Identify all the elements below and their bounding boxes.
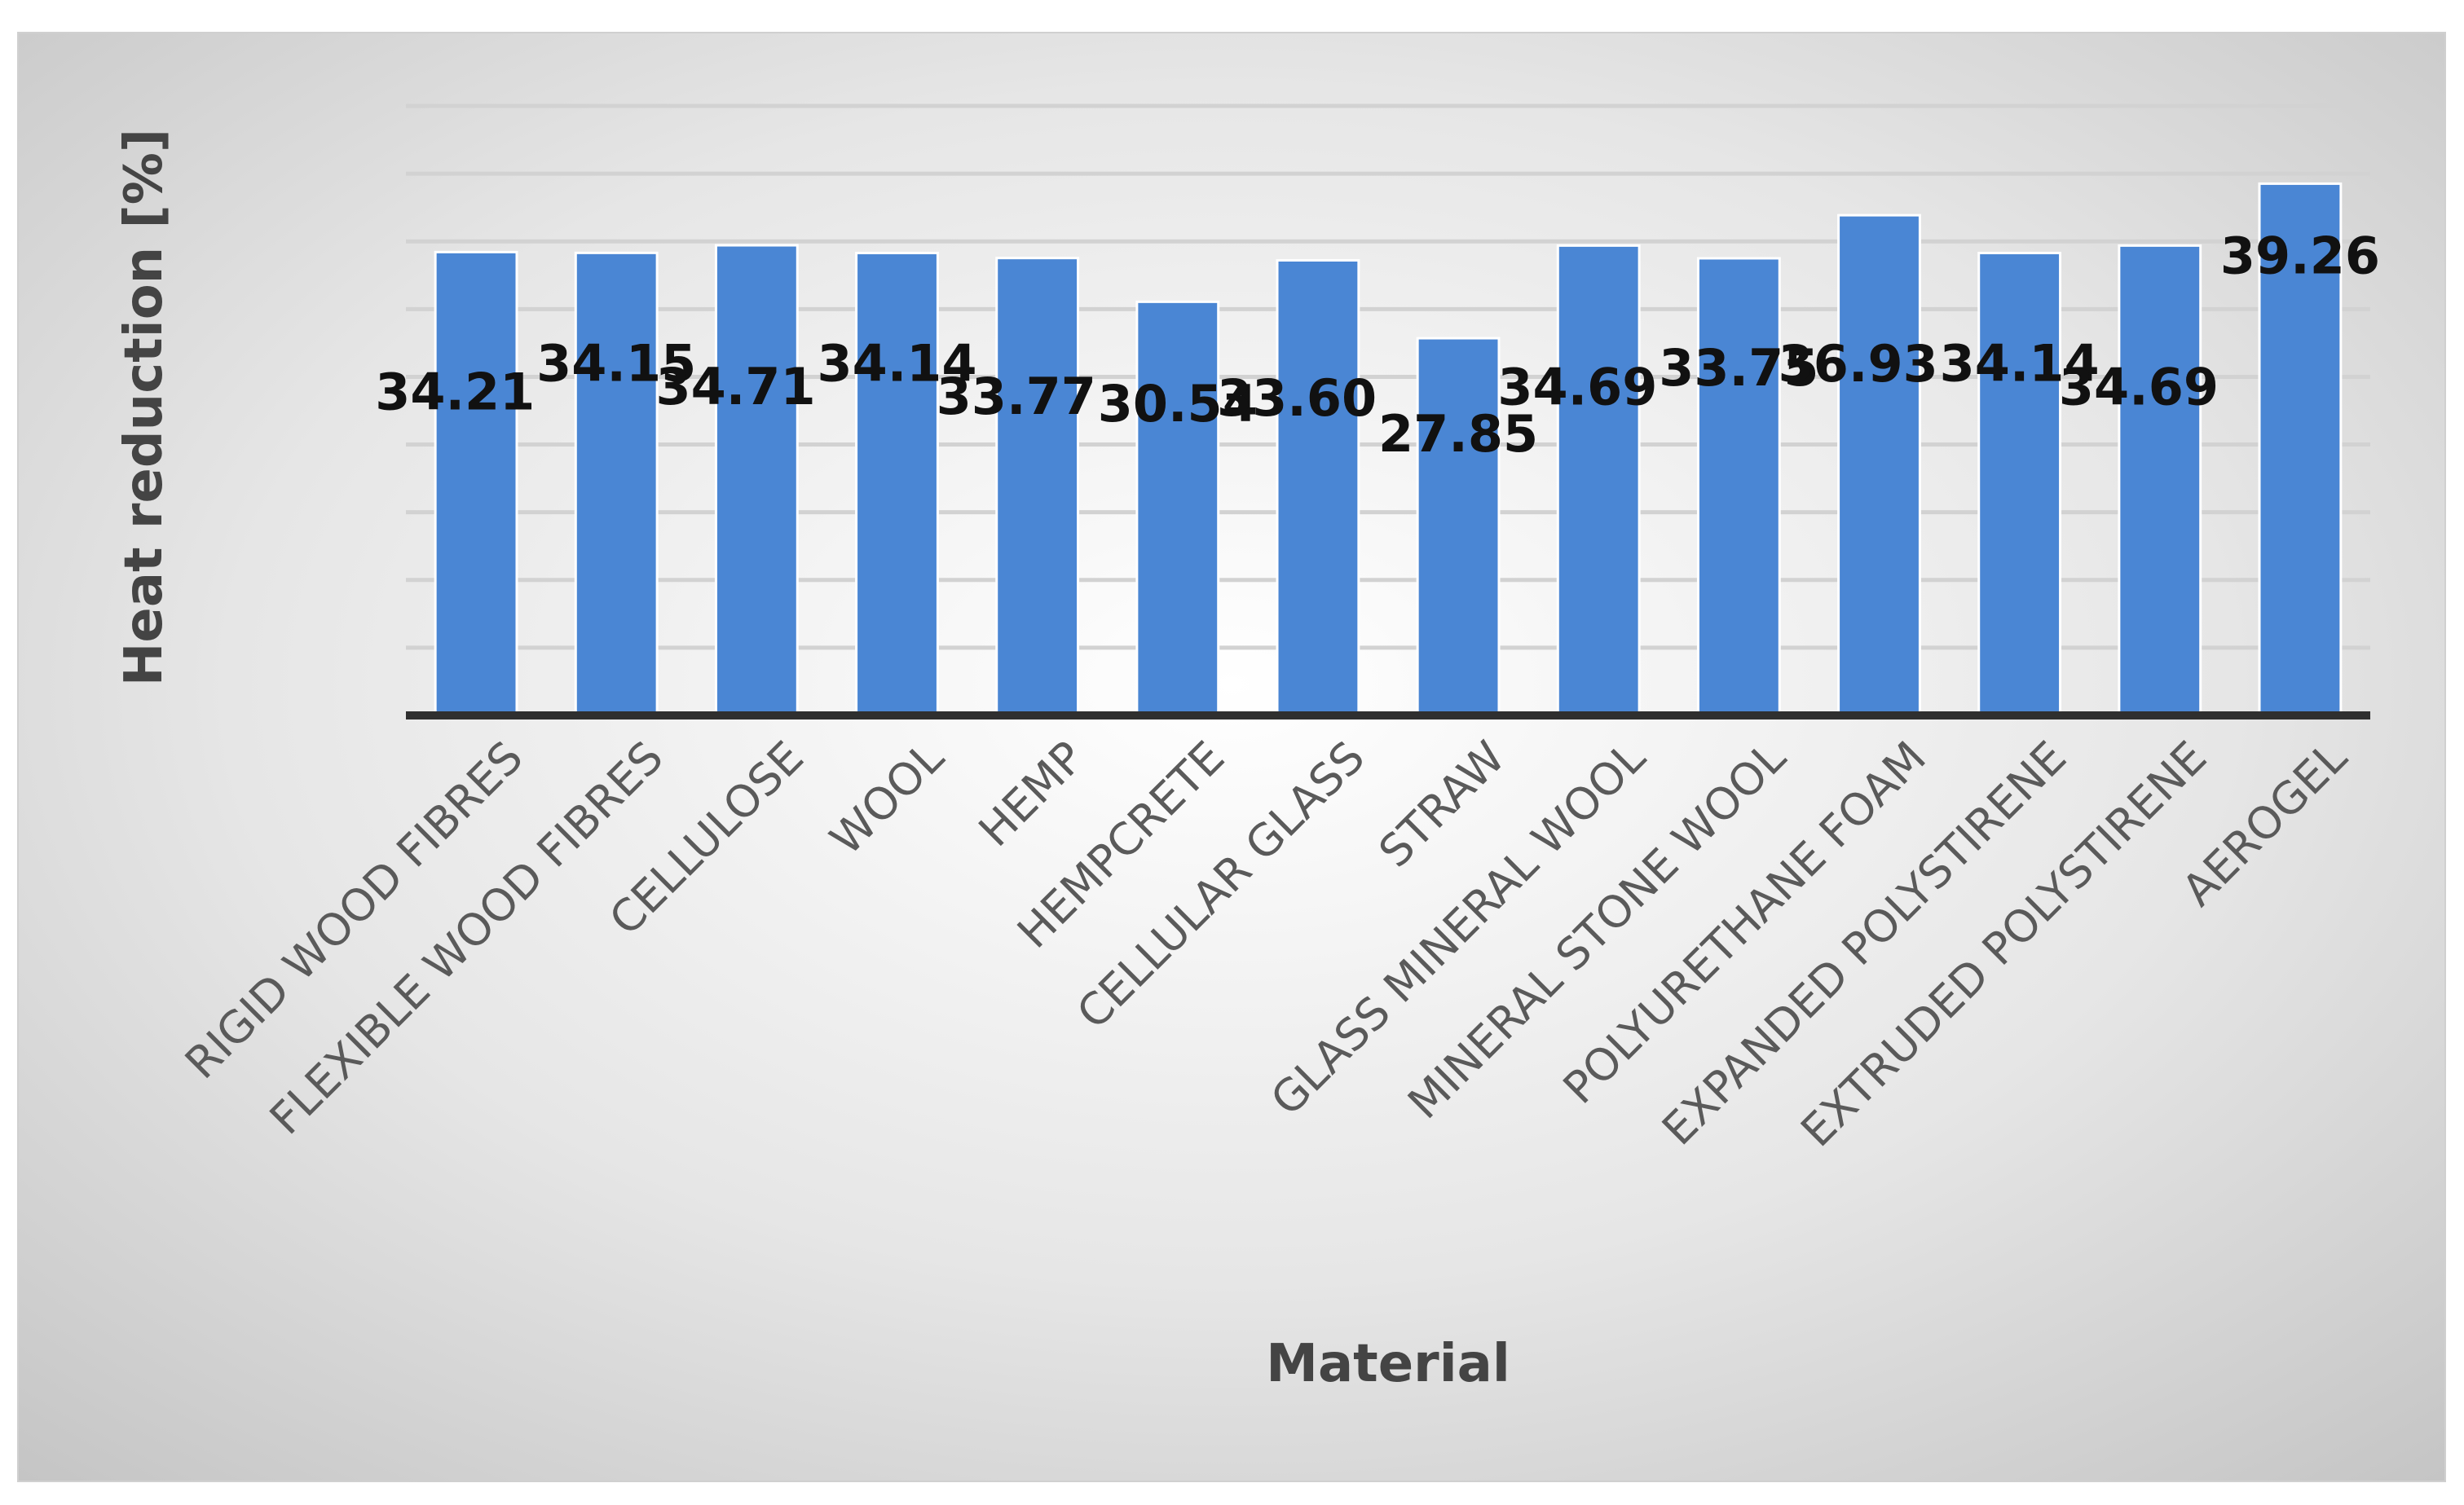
data-label: 30.54 (1098, 374, 1258, 433)
bar (995, 257, 1080, 717)
bars (434, 182, 2343, 717)
chart-background (17, 32, 2446, 1482)
data-label: 36.93 (1779, 334, 1938, 394)
bar (855, 252, 939, 717)
data-label: 34.71 (655, 357, 815, 416)
data-label: 39.26 (2220, 226, 2380, 285)
bar (574, 251, 659, 717)
y-axis-title: Heat reduction [%] (114, 129, 174, 686)
data-label: 34.21 (375, 362, 535, 421)
bar (1556, 244, 1641, 717)
bar (1416, 337, 1501, 717)
bar (2258, 182, 2343, 717)
data-label: 34.14 (1940, 334, 2100, 394)
data-label: 27.85 (1378, 404, 1538, 464)
bar (1276, 258, 1360, 717)
data-label: 33.75 (1659, 338, 1818, 398)
bar (1977, 252, 2062, 717)
data-label: 34.14 (817, 334, 976, 394)
data-label: 34.15 (536, 333, 696, 393)
data-label: 33.60 (1217, 368, 1377, 428)
data-label: 33.77 (937, 367, 1096, 426)
x-axis-title: Material (1266, 1334, 1510, 1394)
bar (714, 244, 799, 717)
data-label: 34.69 (2059, 357, 2219, 416)
bar (1696, 257, 1781, 717)
bar (1837, 213, 1921, 717)
data-label: 34.69 (1497, 357, 1657, 416)
bar (2118, 244, 2202, 717)
bar (1135, 300, 1220, 717)
bar (434, 250, 518, 717)
